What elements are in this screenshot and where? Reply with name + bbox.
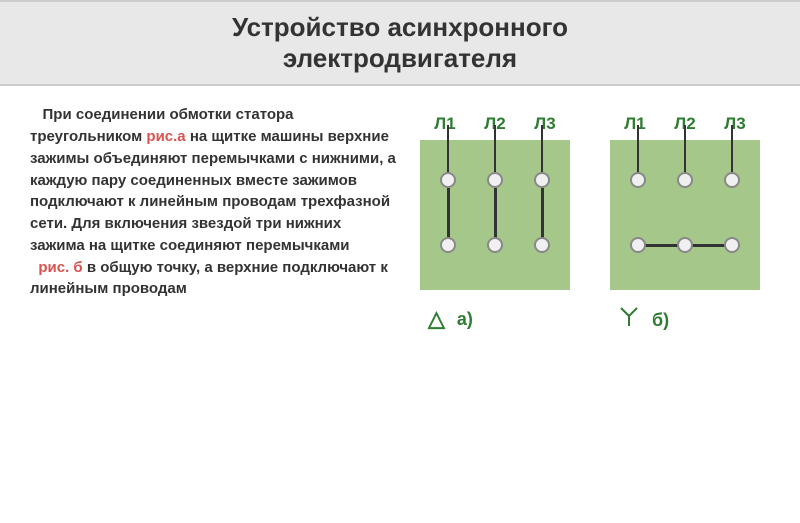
title-line-2: электродвигателя <box>283 43 517 73</box>
label-l3-b: Л3 <box>724 114 745 134</box>
terminal-a-bot-1 <box>440 237 456 253</box>
terminal-b-bot-2 <box>677 237 693 253</box>
caption-b: б) <box>610 306 760 334</box>
terminal-a-bot-2 <box>487 237 503 253</box>
figure-ref-a: рис.а <box>146 128 185 145</box>
terminal-a-bot-3 <box>534 237 550 253</box>
label-l1-a: Л1 <box>434 114 455 134</box>
terminal-a-top-2 <box>487 172 503 188</box>
terminal-b-bot-1 <box>630 237 646 253</box>
diagrams-column: Л1 Л2 Л3 <box>410 104 770 334</box>
title-line-1: Устройство асинхронного <box>232 12 568 42</box>
figure-ref-b: рис. б <box>38 259 82 276</box>
content-area: При соединении обмотки статора треугольн… <box>0 86 800 334</box>
caption-a-text: а) <box>457 309 473 330</box>
terminal-b-bot-3 <box>724 237 740 253</box>
terminal-b-top-2 <box>677 172 693 188</box>
terminal-b-top-3 <box>724 172 740 188</box>
terminal-board-b <box>610 140 760 290</box>
terminal-a-top-1 <box>440 172 456 188</box>
star-wye-icon <box>618 306 640 328</box>
diagram-a-delta: Л1 Л2 Л3 <box>420 114 570 334</box>
terminal-board-a <box>420 140 570 290</box>
description-text-column: При соединении обмотки статора треугольн… <box>30 104 410 334</box>
title-bar: Устройство асинхронного электродвигателя <box>0 0 800 86</box>
caption-b-text: б) <box>652 310 669 331</box>
text-part-3: в общую точку, а верхние подключают к ли… <box>30 259 388 298</box>
text-part-2: на щитке машины верхние зажимы объединяю… <box>30 128 396 254</box>
description-paragraph: При соединении обмотки статора треугольн… <box>30 104 400 300</box>
delta-symbol-icon: △ <box>428 306 445 332</box>
terminal-b-top-1 <box>630 172 646 188</box>
terminal-a-top-3 <box>534 172 550 188</box>
label-l1-b: Л1 <box>624 114 645 134</box>
diagram-b-star: Л1 Л2 Л3 <box>610 114 760 334</box>
label-l3-a: Л3 <box>534 114 555 134</box>
page-title: Устройство асинхронного электродвигателя <box>20 12 780 74</box>
caption-a: △ а) <box>420 306 570 332</box>
star-symbol-icon <box>618 306 640 334</box>
